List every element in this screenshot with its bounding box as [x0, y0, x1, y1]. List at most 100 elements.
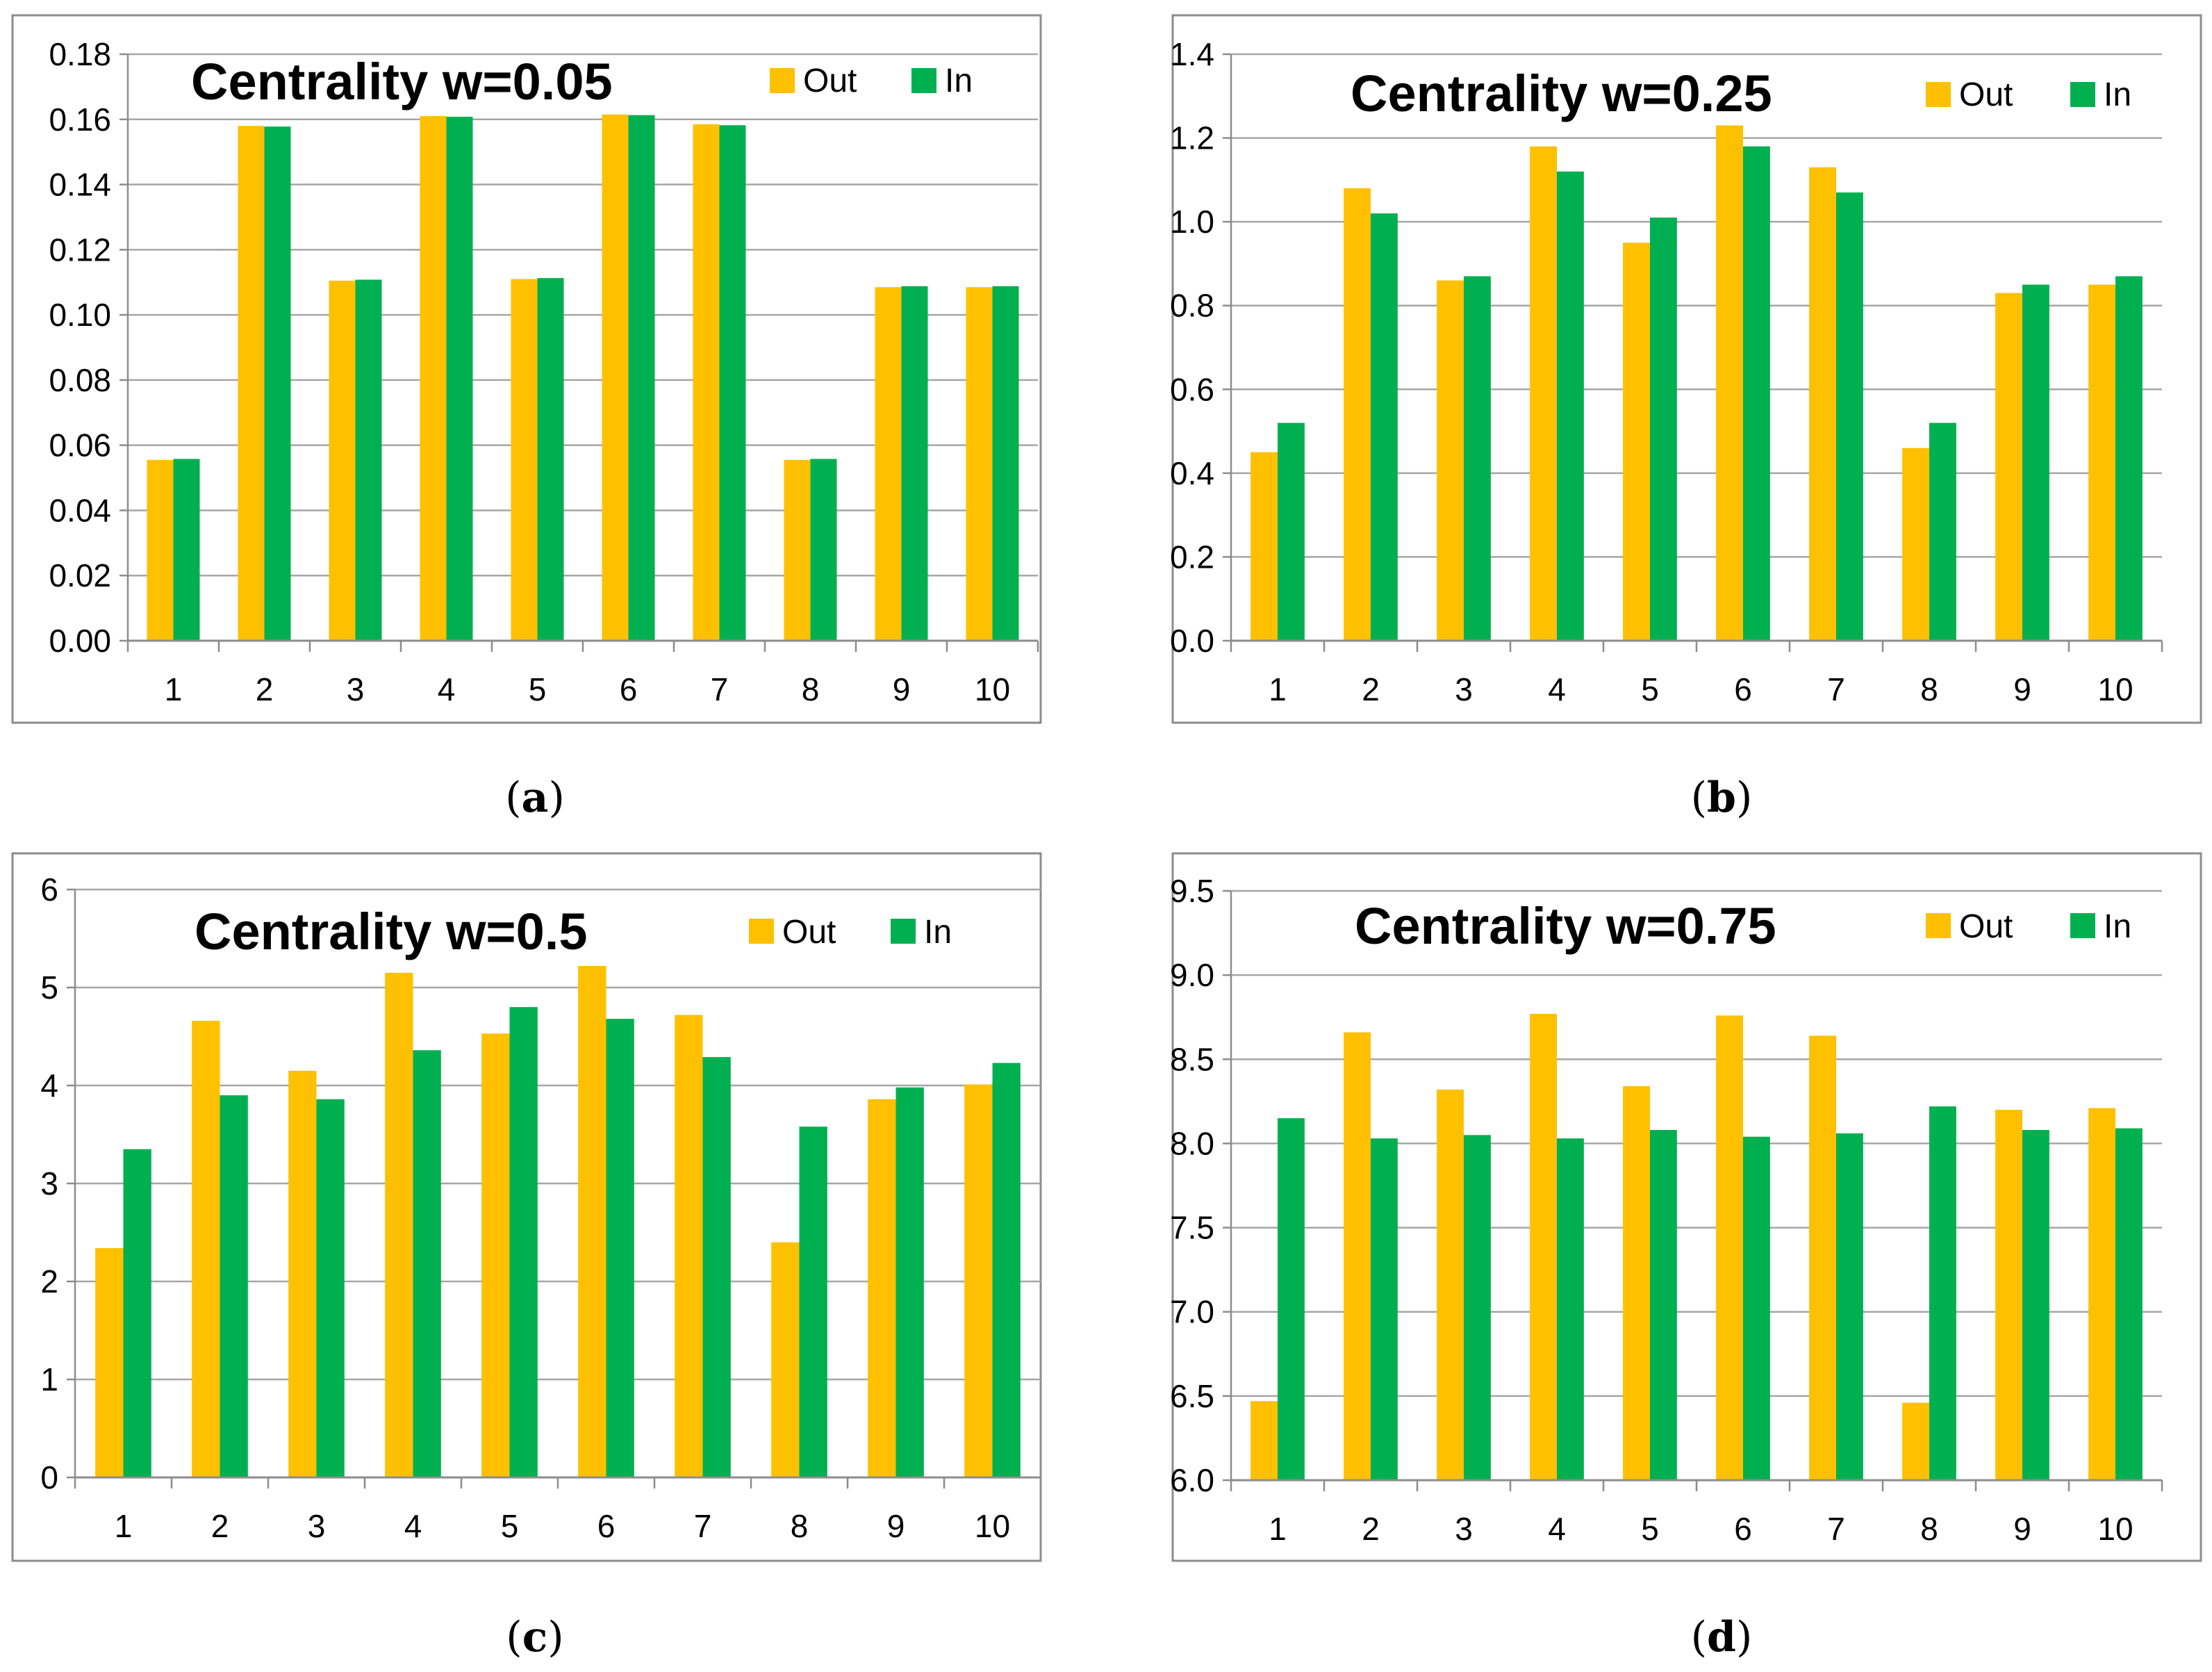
bar-out-b-8: [1902, 448, 1929, 641]
bar-in-a-5: [537, 278, 564, 641]
legend-out-label-a: Out: [803, 63, 857, 99]
bar-in-c-9: [895, 1087, 924, 1477]
x-tick-label-a: 9: [893, 671, 911, 707]
x-tick-label-c: 5: [501, 1508, 519, 1544]
x-tick-label-b: 6: [1734, 671, 1752, 707]
x-tick-label-b: 2: [1362, 671, 1380, 707]
chart-title-b: Centrality w=0.25: [1351, 65, 1772, 122]
x-tick-label-a: 3: [347, 671, 365, 707]
y-tick-label-d: 6.5: [1170, 1378, 1214, 1414]
x-tick-label-a: 7: [711, 671, 729, 707]
caption-b: (b): [1691, 773, 1753, 822]
x-tick-label-a: 10: [975, 671, 1010, 707]
bar-out-d-9: [1995, 1109, 2022, 1480]
legend-out-swatch-b: [1926, 82, 1951, 107]
x-tick-label-b: 9: [2013, 671, 2031, 707]
bar-out-a-2: [238, 126, 265, 641]
y-tick-label-a: 0.14: [49, 167, 111, 203]
bar-in-c-5: [509, 1007, 538, 1477]
chart-panel-a: 0.00 0.02 0.04 0.06 0.08 0.10 0.12 0.14 0.16 0.18…: [11, 14, 1042, 724]
y-tick-label-a: 0.06: [49, 427, 111, 464]
bar-in-d-1: [1278, 1118, 1305, 1480]
bar-out-b-1: [1251, 452, 1278, 641]
bar-in-d-4: [1557, 1138, 1584, 1480]
bar-in-d-9: [2022, 1130, 2049, 1480]
bar-in-d-3: [1464, 1135, 1491, 1480]
bar-out-d-7: [1809, 1035, 1836, 1480]
x-tick-label-b: 4: [1548, 671, 1566, 707]
y-tick-label-a: 0.18: [49, 36, 111, 72]
x-tick-label-d: 5: [1641, 1511, 1659, 1547]
x-tick-label-a: 1: [165, 671, 183, 707]
x-tick-label-d: 7: [1827, 1511, 1845, 1547]
y-tick-label-b: 1.0: [1170, 204, 1214, 240]
x-tick-label-d: 1: [1269, 1511, 1287, 1547]
x-tick-label-c: 7: [694, 1508, 712, 1544]
legend-out-label-c: Out: [782, 914, 836, 951]
y-tick-label-a: 0.08: [49, 362, 111, 398]
legend-in-label-c: In: [924, 914, 952, 951]
chart-panel-b: 0.0 0.2 0.4 0.6 0.8 1.0 1.2 1.4 1 2 3 4 5 6 7 8 9 10 Cen…: [1170, 14, 2202, 724]
legend-in-label-a: In: [945, 63, 973, 99]
y-tick-label-c: 2: [40, 1263, 58, 1300]
x-tick-label-d: 4: [1548, 1511, 1566, 1547]
chart-panel-d: 6.0 6.5 7.0 7.5 8.0 8.5 9.0 9.5 1 2 3 4 5 6 7 8 9 10 Cen…: [1170, 852, 2202, 1562]
bar-in-d-2: [1371, 1138, 1398, 1480]
x-tick-label-b: 8: [1920, 671, 1938, 707]
bar-in-b-2: [1371, 213, 1398, 641]
y-tick-label-d: 9.5: [1170, 873, 1214, 909]
bar-out-d-3: [1437, 1089, 1464, 1480]
y-tick-label-b: 0.8: [1170, 288, 1214, 324]
y-tick-label-c: 3: [40, 1165, 58, 1202]
bar-out-c-4: [385, 972, 413, 1477]
bar-in-a-8: [810, 459, 837, 641]
chart-title-a: Centrality w=0.05: [191, 53, 613, 110]
x-tick-label-d: 3: [1455, 1511, 1473, 1547]
bar-out-a-1: [147, 459, 174, 641]
bar-in-d-5: [1650, 1130, 1677, 1480]
bar-in-b-8: [1929, 423, 1956, 641]
y-tick-label-b: 0.6: [1170, 371, 1214, 407]
legend-out-swatch-d: [1926, 913, 1951, 938]
x-tick-label-a: 4: [438, 671, 456, 707]
x-tick-label-d: 6: [1734, 1511, 1752, 1547]
bar-in-c-2: [220, 1095, 248, 1477]
x-tick-label-c: 4: [404, 1508, 422, 1544]
bar-out-d-6: [1716, 1015, 1743, 1480]
y-tick-label-a: 0.12: [49, 231, 111, 268]
bar-out-d-4: [1530, 1013, 1557, 1480]
bar-out-a-5: [511, 279, 538, 641]
bar-in-c-1: [123, 1149, 151, 1477]
bar-in-a-3: [355, 279, 382, 641]
bar-out-c-2: [192, 1020, 220, 1477]
x-tick-label-c: 6: [597, 1508, 616, 1544]
bar-in-b-10: [2115, 276, 2143, 641]
bar-out-c-1: [95, 1248, 124, 1477]
bar-out-c-8: [771, 1242, 800, 1477]
bar-in-c-7: [702, 1057, 731, 1477]
bar-out-b-5: [1623, 243, 1650, 641]
x-tick-label-b: 1: [1269, 671, 1287, 707]
chart-title-c: Centrality w=0.5: [195, 903, 588, 960]
legend-out-swatch-c: [749, 919, 774, 944]
bar-out-c-9: [868, 1099, 896, 1477]
y-tick-label-d: 8.0: [1170, 1125, 1214, 1161]
legend-out-swatch-a: [770, 68, 795, 93]
bar-out-a-10: [966, 287, 993, 641]
legend-in-swatch-a: [911, 68, 936, 93]
chart-title-d: Centrality w=0.75: [1355, 897, 1776, 955]
bar-out-d-1: [1251, 1401, 1278, 1480]
y-tick-label-c: 1: [40, 1361, 58, 1398]
x-tick-label-d: 9: [2013, 1511, 2031, 1547]
y-tick-label-b: 1.4: [1170, 36, 1214, 72]
bar-out-c-6: [578, 965, 606, 1477]
bar-in-c-8: [799, 1126, 827, 1477]
bar-in-b-6: [1743, 146, 1770, 641]
y-tick-label-a: 0.00: [49, 623, 111, 659]
bar-in-a-10: [992, 286, 1019, 641]
legend-a: Out In: [770, 63, 973, 99]
bar-out-c-7: [675, 1015, 703, 1477]
y-tick-label-a: 0.10: [49, 297, 111, 333]
legend-in-swatch-d: [2070, 913, 2095, 938]
